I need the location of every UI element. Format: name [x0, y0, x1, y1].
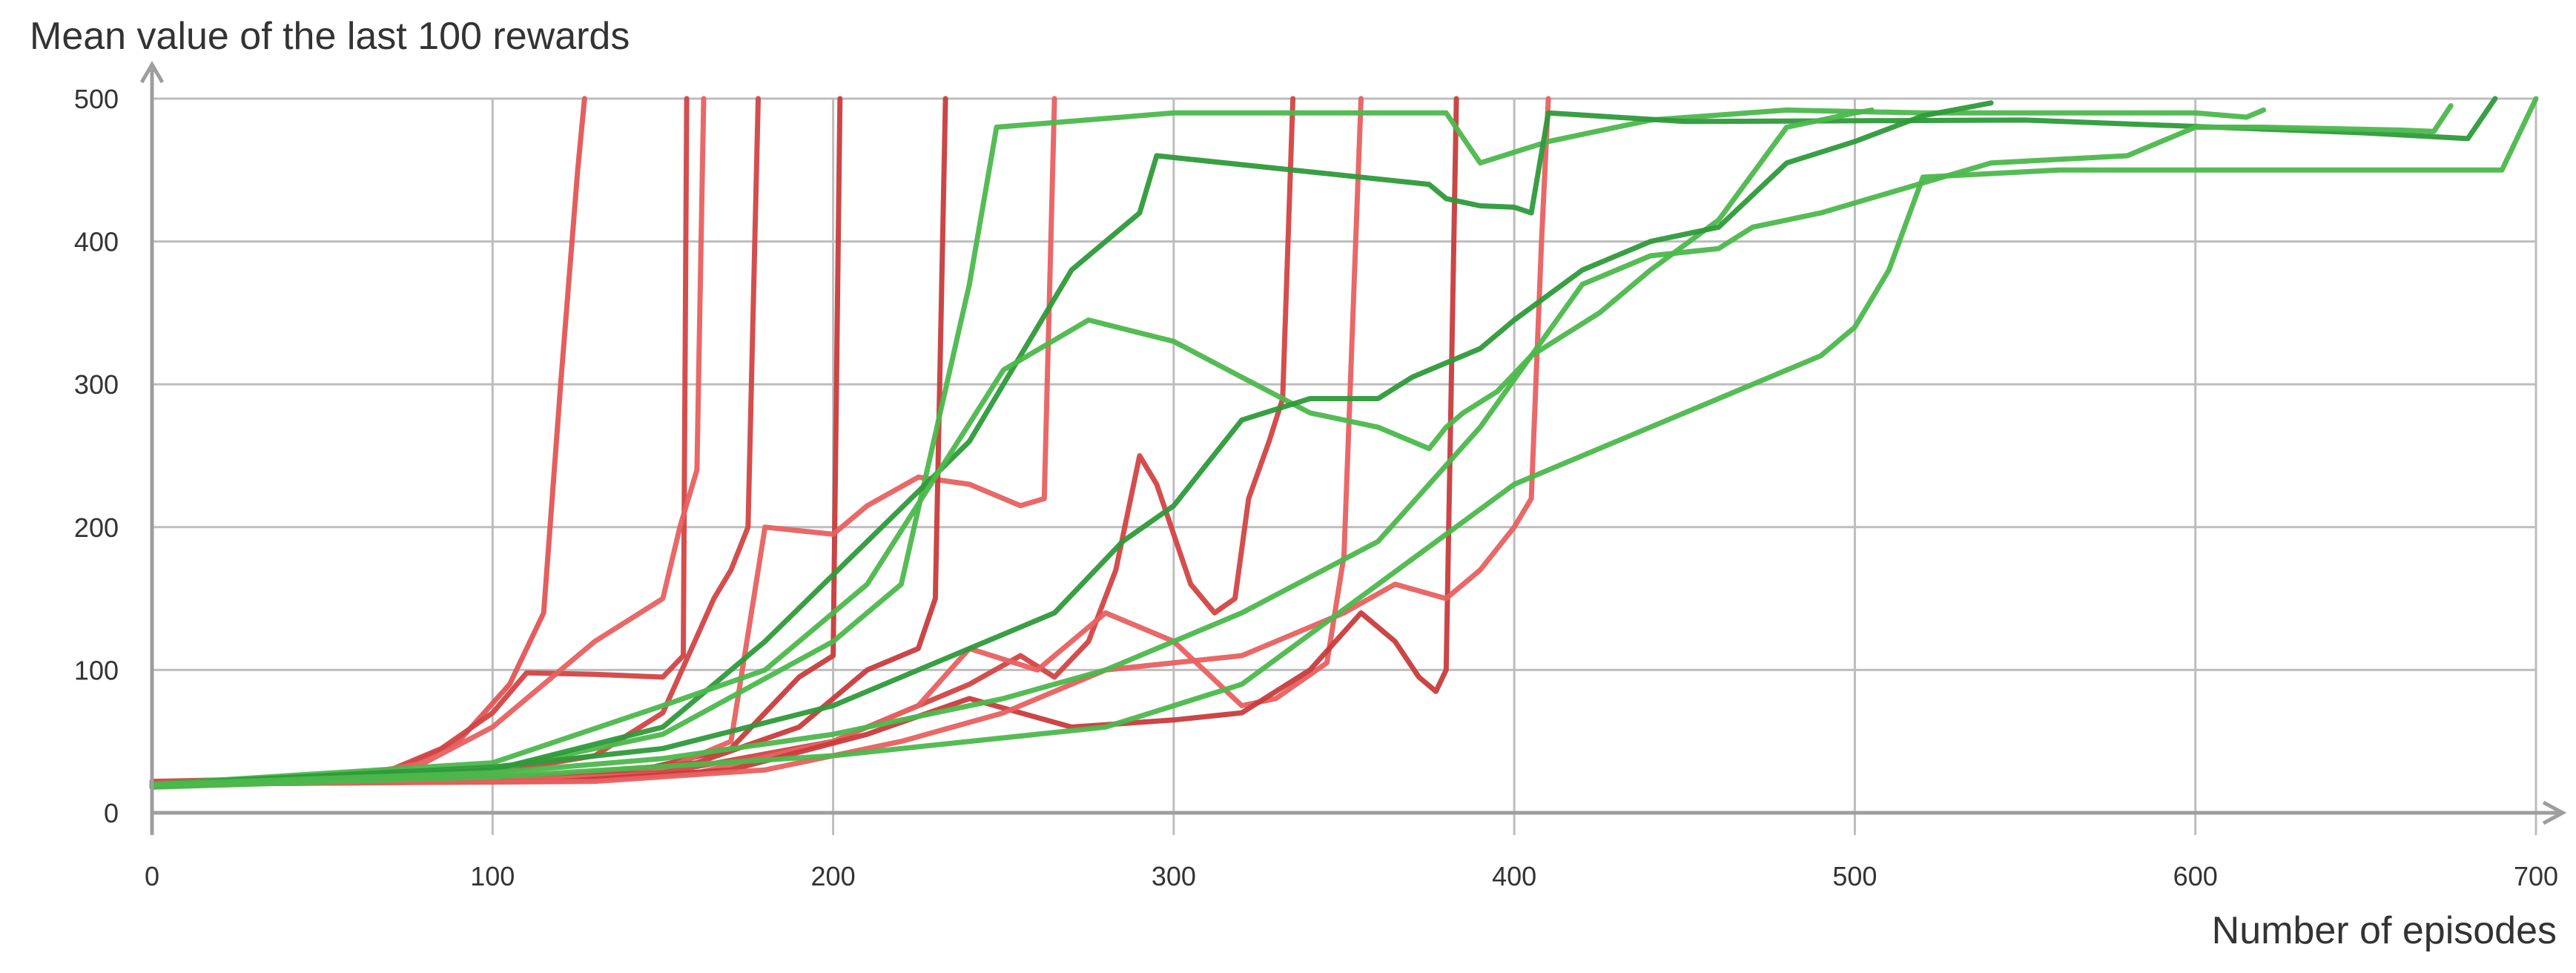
series-line — [149, 96, 707, 790]
y-axis-title: Mean value of the last 100 rewards — [30, 15, 630, 58]
series-line — [149, 96, 1364, 787]
x-tick-label: 200 — [811, 861, 856, 891]
series-line — [149, 96, 2539, 790]
series-line — [149, 96, 761, 787]
series-line — [149, 96, 1551, 787]
y-tick-label: 200 — [74, 512, 119, 543]
series-line — [149, 103, 2454, 787]
series-line — [149, 100, 1994, 787]
series-line — [149, 96, 1296, 787]
x-tick-label: 700 — [2514, 861, 2558, 891]
y-axis-arrow — [139, 61, 165, 84]
x-axis-title: Number of episodes — [2212, 909, 2557, 952]
grid — [152, 97, 2537, 835]
y-tick-label: 400 — [74, 227, 119, 257]
series-line — [149, 96, 1057, 787]
series-line — [149, 107, 2267, 790]
series-line — [149, 107, 1875, 787]
x-tick-label: 300 — [1152, 861, 1196, 891]
x-axis-arrow — [2542, 800, 2567, 825]
tick-labels: 0 100 200 300 400 500 0 100 200 300 400 500 600 700 — [74, 84, 2558, 891]
y-tick-label: 0 — [104, 798, 119, 828]
x-tick-label: 100 — [470, 861, 515, 891]
series-layer — [149, 96, 2539, 790]
x-tick-label: 500 — [1832, 861, 1877, 891]
x-tick-label: 0 — [145, 861, 159, 891]
x-tick-label: 400 — [1492, 861, 1536, 891]
x-tick-label: 600 — [2173, 861, 2218, 891]
y-tick-label: 100 — [74, 655, 119, 685]
y-tick-label: 500 — [74, 84, 119, 114]
y-tick-label: 300 — [74, 369, 119, 400]
series-line — [149, 96, 1459, 787]
axes — [139, 61, 2567, 835]
series-line — [149, 96, 2498, 790]
series-line — [149, 96, 690, 785]
